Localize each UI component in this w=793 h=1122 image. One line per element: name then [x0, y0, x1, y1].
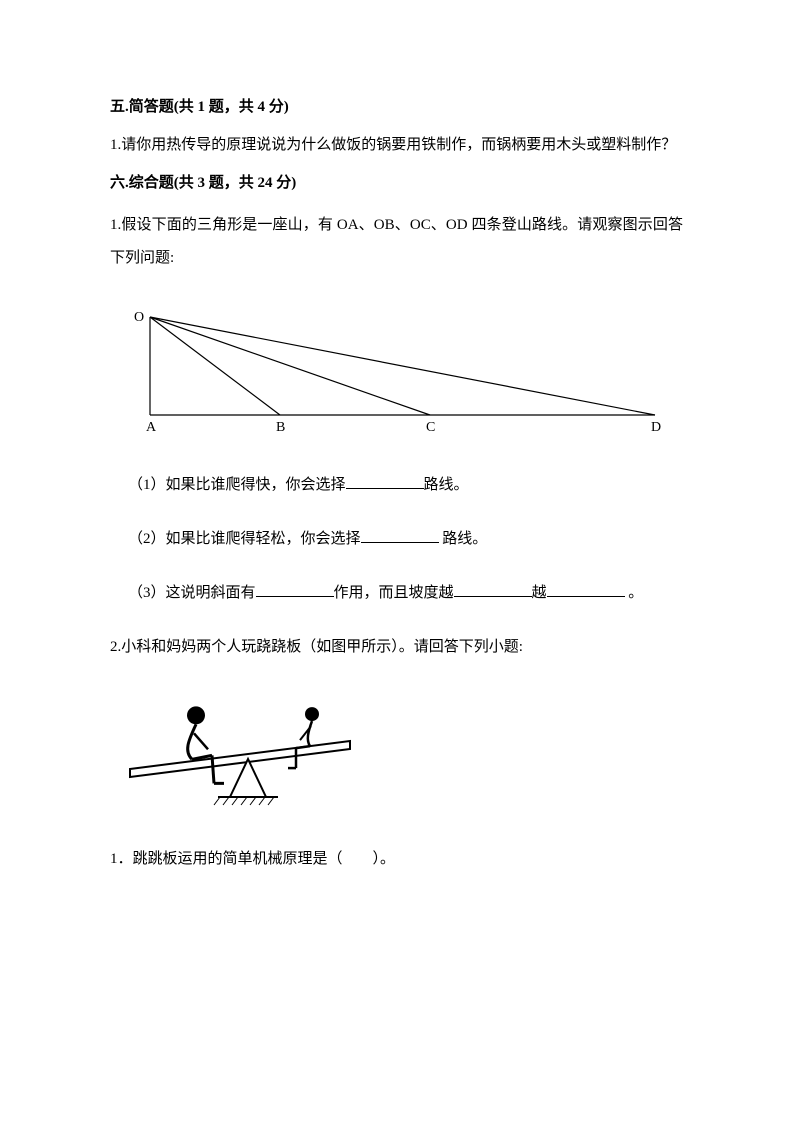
q1-sub2: （2）如果比谁爬得轻松，你会选择 路线。	[110, 527, 683, 551]
seesaw-diagram	[120, 679, 683, 817]
blank-route-1	[346, 474, 424, 489]
blank-route-2	[361, 528, 439, 543]
section-5-heading: 五.简答题(共 1 题，共 4 分)	[110, 95, 683, 119]
svg-text:D: D	[651, 420, 661, 435]
q1-sub3-text-d: 。	[625, 585, 644, 601]
q1-sub3: （3）这说明斜面有 作用，而且坡度越 越 。	[110, 581, 683, 605]
section-6-q1-intro: 1.假设下面的三角形是一座山，有 OA、OB、OC、OD 四条登山路线。请观察图…	[110, 209, 683, 275]
svg-text:O: O	[134, 310, 144, 325]
q1-sub3-text-c: 越	[532, 585, 547, 601]
q1-sub1: （1）如果比谁爬得快，你会选择 路线。	[110, 473, 683, 497]
triangle-svg: O A B C D	[110, 305, 670, 435]
section-5-q1: 1.请你用热传导的原理说说为什么做饭的锅要用铁制作，而锅柄要用木头或塑料制作？	[110, 133, 683, 157]
blank-slope1	[454, 582, 532, 597]
section-6-q2-intro: 2.小科和妈妈两个人玩跷跷板（如图甲所示）。请回答下列小题:	[110, 635, 683, 659]
q1-sub3-text-b: 作用，而且坡度越	[334, 585, 454, 601]
svg-text:B: B	[276, 420, 285, 435]
section-6-heading: 六.综合题(共 3 题，共 24 分)	[110, 171, 683, 195]
blank-effect	[256, 582, 334, 597]
q1-sub3-text-a: （3）这说明斜面有	[128, 585, 256, 601]
blank-slope2	[547, 582, 625, 597]
q2-sub1: 1．跳跳板运用的简单机械原理是（ ）。	[110, 847, 683, 871]
seesaw-svg	[120, 679, 380, 809]
q1-sub2-text-a: （2）如果比谁爬得轻松，你会选择	[128, 531, 361, 547]
q1-sub1-text-b: 路线。	[424, 477, 469, 493]
mountain-triangle-diagram: O A B C D	[110, 305, 683, 443]
svg-text:C: C	[426, 420, 435, 435]
svg-text:A: A	[146, 420, 157, 435]
q1-sub2-text-b: 路线。	[439, 531, 488, 547]
q1-sub1-text-a: （1）如果比谁爬得快，你会选择	[128, 477, 346, 493]
